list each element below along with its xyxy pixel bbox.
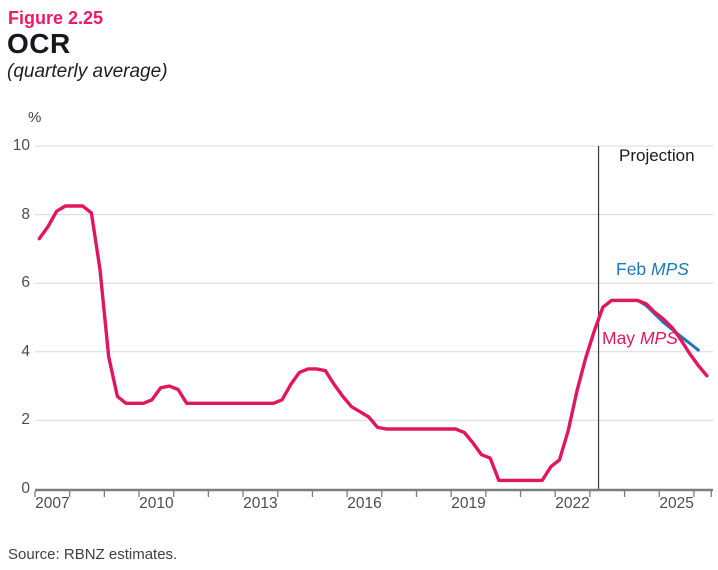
chart-title: OCR — [7, 28, 71, 59]
y-tick-label-4: 4 — [21, 342, 30, 360]
x-tick-label-2007: 2007 — [35, 495, 70, 512]
x-tick-label-2016: 2016 — [347, 495, 382, 512]
source-note: Source: RBNZ estimates. — [8, 546, 178, 563]
y-tick-label-6: 6 — [21, 274, 30, 292]
may-mps-series-label: May MPS — [602, 328, 678, 349]
projection-label: Projection — [619, 146, 695, 165]
y-tick-label-2: 2 — [21, 411, 30, 429]
x-tick-label-2022: 2022 — [555, 495, 590, 512]
chart-subtitle: (quarterly average) — [7, 61, 168, 82]
may-mps-label-italic: MPS — [639, 328, 678, 348]
y-tick-label-10: 10 — [12, 137, 30, 154]
y-tick-label-0: 0 — [21, 480, 30, 497]
x-tick-label-2013: 2013 — [243, 495, 278, 512]
x-tick-label-2019: 2019 — [451, 495, 486, 512]
feb-mps-label-italic: MPS — [651, 259, 689, 279]
y-axis-unit-label: % — [28, 109, 42, 126]
feb-mps-series-label: Feb MPS — [616, 259, 689, 280]
series-line-may-mps — [37, 204, 709, 483]
feb-mps-label-text: Feb — [616, 259, 652, 279]
may-mps-label-text: May — [602, 328, 640, 348]
x-tick-label-2010: 2010 — [139, 495, 174, 512]
figure-label: Figure 2.25 — [8, 8, 104, 28]
x-tick-label-2025: 2025 — [659, 495, 694, 512]
y-tick-label-8: 8 — [21, 205, 30, 223]
